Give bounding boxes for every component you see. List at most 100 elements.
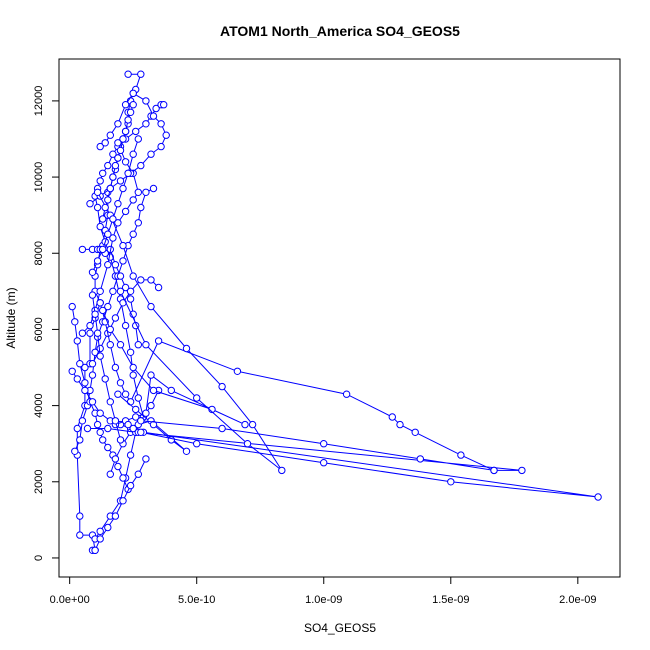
data-point bbox=[96, 535, 104, 543]
data-point bbox=[121, 283, 130, 292]
data-point bbox=[119, 497, 127, 505]
data-point bbox=[142, 120, 150, 128]
data-point bbox=[233, 367, 242, 375]
data-point bbox=[132, 127, 140, 136]
data-point bbox=[182, 447, 191, 455]
data-point bbox=[71, 318, 79, 326]
data-point bbox=[137, 428, 145, 436]
data-point bbox=[149, 420, 158, 429]
x-tick-label: 5.0e-10 bbox=[178, 594, 215, 606]
data-point bbox=[114, 219, 122, 227]
data-point bbox=[99, 215, 107, 223]
data-point bbox=[134, 219, 143, 227]
data-point bbox=[243, 440, 252, 448]
data-point bbox=[126, 295, 135, 303]
data-point bbox=[132, 405, 140, 414]
data-point bbox=[129, 363, 137, 372]
data-point bbox=[129, 230, 137, 238]
data-point bbox=[137, 276, 145, 284]
data-point bbox=[86, 321, 94, 330]
data-point bbox=[124, 420, 132, 429]
data-point bbox=[73, 337, 82, 345]
data-point bbox=[396, 420, 404, 429]
data-point bbox=[129, 196, 137, 204]
data-point bbox=[129, 150, 137, 158]
data-point bbox=[157, 120, 165, 128]
data-point bbox=[73, 375, 82, 383]
y-axis: 0 2000 4000 6000 8000 10000 12000 bbox=[33, 86, 60, 561]
data-point bbox=[81, 379, 89, 387]
data-point bbox=[86, 200, 94, 208]
y-tick-label: 12000 bbox=[33, 86, 45, 117]
data-point bbox=[126, 398, 135, 406]
data-point bbox=[129, 424, 137, 433]
data-point bbox=[134, 135, 143, 143]
data-point bbox=[157, 142, 165, 151]
data-point bbox=[124, 116, 132, 124]
series-layer bbox=[68, 70, 602, 554]
data-point bbox=[278, 466, 286, 475]
data-point bbox=[106, 184, 115, 193]
data-point bbox=[342, 390, 351, 398]
data-point bbox=[142, 188, 150, 197]
data-point bbox=[99, 306, 107, 315]
data-point bbox=[106, 398, 115, 406]
data-point bbox=[111, 455, 120, 463]
data-point bbox=[126, 108, 135, 117]
data-point bbox=[88, 291, 97, 299]
data-point bbox=[99, 245, 107, 254]
data-point bbox=[91, 310, 99, 318]
data-point bbox=[152, 104, 160, 113]
y-tick-label: 6000 bbox=[33, 317, 45, 341]
data-point bbox=[388, 413, 396, 421]
data-point bbox=[116, 146, 125, 155]
data-point bbox=[76, 360, 84, 368]
data-point bbox=[78, 417, 87, 425]
data-point bbox=[129, 89, 137, 98]
data-point bbox=[96, 222, 104, 231]
data-point bbox=[78, 329, 87, 337]
data-point bbox=[81, 386, 89, 395]
data-point bbox=[121, 101, 130, 109]
data-point bbox=[71, 447, 79, 455]
data-point bbox=[109, 173, 117, 181]
data-point bbox=[93, 420, 102, 429]
x-axis-label: SO4_GEOS5 bbox=[304, 621, 376, 635]
data-point bbox=[109, 287, 117, 295]
data-point bbox=[149, 184, 158, 193]
data-point bbox=[106, 325, 115, 334]
data-point bbox=[121, 321, 130, 330]
data-point bbox=[124, 169, 132, 178]
data-point bbox=[149, 386, 158, 395]
data-point bbox=[101, 139, 109, 147]
data-point bbox=[104, 196, 112, 204]
data-point bbox=[91, 546, 99, 554]
data-point bbox=[109, 234, 117, 242]
data-point bbox=[116, 379, 125, 387]
data-point bbox=[119, 241, 127, 250]
x-tick-label: 2.0e-09 bbox=[559, 594, 596, 606]
data-point bbox=[116, 436, 125, 444]
data-point bbox=[106, 341, 115, 349]
data-point bbox=[167, 386, 176, 395]
data-point bbox=[147, 302, 155, 311]
data-point bbox=[101, 203, 109, 212]
chart-title: ATOM1 North_America SO4_GEOS5 bbox=[220, 23, 460, 39]
data-point bbox=[93, 257, 102, 265]
data-point bbox=[132, 413, 140, 421]
x-tick-label: 0.0e+00 bbox=[50, 594, 90, 606]
data-point bbox=[114, 139, 122, 147]
data-point bbox=[119, 184, 127, 193]
data-point bbox=[114, 462, 122, 471]
data-point bbox=[147, 150, 155, 158]
data-point bbox=[88, 371, 97, 379]
data-point bbox=[142, 97, 150, 105]
data-point bbox=[126, 481, 135, 490]
data-point bbox=[160, 101, 168, 109]
data-point bbox=[162, 131, 170, 139]
data-point bbox=[104, 161, 112, 170]
data-point bbox=[111, 417, 120, 425]
y-tick-label: 8000 bbox=[33, 241, 45, 265]
data-point bbox=[76, 531, 84, 539]
